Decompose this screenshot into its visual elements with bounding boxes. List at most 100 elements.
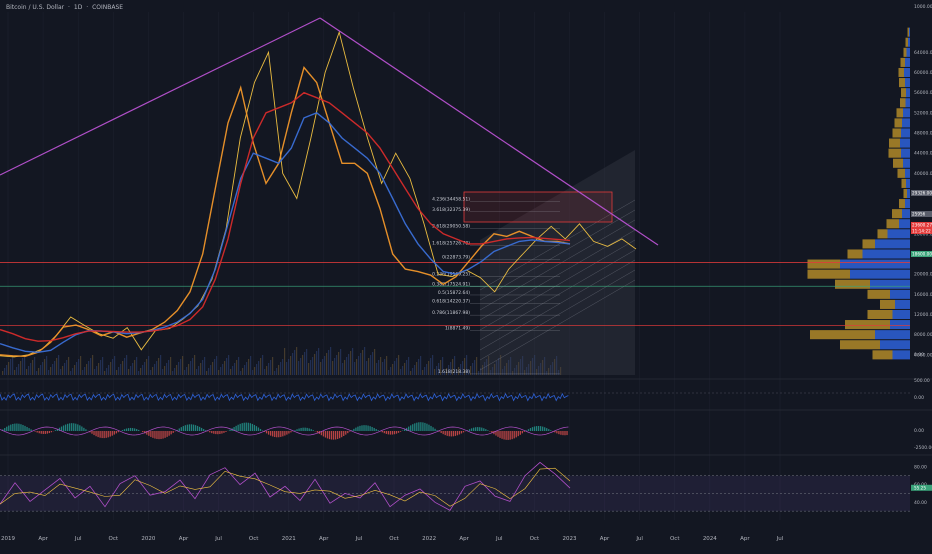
indicator-2-histogram-bar <box>108 431 109 437</box>
indicator-2-histogram-bar <box>386 431 387 434</box>
indicator-2-histogram-bar <box>548 429 549 431</box>
x-axis-tick-label: Oct <box>109 536 119 542</box>
volume-profile-bar-up <box>907 189 910 198</box>
exchange-label: COINBASE <box>92 4 123 11</box>
indicator-2-histogram-bar <box>104 431 105 438</box>
y-axis-tick-label: 0.00 <box>914 428 924 434</box>
volume-profile-bar-up <box>905 199 910 208</box>
volume-profile-bar-up <box>905 78 910 87</box>
indicator-2-histogram-bar <box>455 431 456 436</box>
volume-profile-bar-up <box>900 139 910 148</box>
volume-bar <box>380 357 381 375</box>
volume-bar <box>322 359 323 375</box>
volume-profile-bar-down <box>887 219 900 228</box>
indicator-2-histogram-bar <box>219 431 220 434</box>
indicator-2-histogram-bar <box>213 431 214 434</box>
volume-bar <box>14 370 15 375</box>
indicator-2-histogram-bar <box>426 424 427 431</box>
x-axis-tick-label: 2019 <box>1 536 15 542</box>
indicator-2-histogram-bar <box>122 430 123 431</box>
indicator-2-histogram-bar <box>556 431 557 433</box>
indicator-2-histogram-bar <box>534 426 535 431</box>
indicator-2-histogram-bar <box>284 431 285 436</box>
indicator-2-histogram-bar <box>286 431 287 435</box>
volume-bar <box>148 356 149 375</box>
indicator-2-histogram-bar <box>371 427 372 431</box>
interval-label[interactable]: 1D <box>74 4 82 11</box>
indicator-2-histogram-bar <box>483 428 484 431</box>
volume-bar <box>60 369 61 375</box>
indicator-2-histogram-bar <box>522 431 523 433</box>
indicator-2-histogram-bar <box>453 431 454 436</box>
volume-bar <box>412 368 413 375</box>
volume-bar <box>398 355 399 375</box>
volume-bar <box>222 364 223 375</box>
volume-bar <box>386 356 387 375</box>
volume-profile-bar-up <box>880 340 910 349</box>
volume-bar <box>348 354 349 375</box>
fib-level-label: 3.618(32375.39) <box>432 207 470 213</box>
indicator-2-histogram-bar <box>26 427 27 431</box>
x-axis-tick-label: Apr <box>319 536 329 542</box>
indicator-2-histogram-bar <box>394 431 395 434</box>
indicator-2-histogram-bar <box>459 431 460 434</box>
volume-bar <box>316 351 317 375</box>
indicator-2-histogram-bar <box>272 431 273 436</box>
volume-bar <box>12 356 13 375</box>
indicator-2-histogram-bar <box>215 431 216 434</box>
indicator-2-histogram-bar <box>150 431 151 437</box>
indicator-2-histogram-bar <box>355 428 356 431</box>
indicator-2-histogram-bar <box>341 431 342 437</box>
volume-bar <box>122 361 123 375</box>
price-tag-label: 29326.00 <box>912 191 932 196</box>
indicator-2-histogram-bar <box>311 429 312 431</box>
indicator-2-histogram-bar <box>345 431 346 435</box>
volume-profile-bar-down <box>895 118 903 127</box>
indicator-2-histogram-bar <box>516 431 517 437</box>
volume-bar <box>38 368 39 375</box>
fib-level-label: 0(22873.79) <box>442 255 470 261</box>
volume-profile-bar-up <box>905 169 910 178</box>
volume-bar <box>182 356 183 375</box>
indicator-2-histogram-bar <box>544 427 545 431</box>
volume-profile-bar-up <box>895 300 910 309</box>
indicator-2-histogram-bar <box>485 429 486 431</box>
indicator-2-histogram-bar <box>6 427 7 431</box>
indicator-2-histogram-bar <box>106 431 107 438</box>
volume-bar <box>234 363 235 375</box>
volume-profile-bar-down <box>889 149 902 158</box>
indicator-2-histogram-bar <box>412 424 413 431</box>
x-axis-tick-label: 2020 <box>141 536 155 542</box>
volume-bar <box>36 371 37 375</box>
indicator-2-histogram-bar <box>280 431 281 437</box>
volume-bar <box>18 364 19 375</box>
volume-profile-bar-down <box>899 78 905 87</box>
volume-profile-bar-down <box>904 48 907 57</box>
indicator-2-histogram-bar <box>290 431 291 432</box>
volume-bar <box>476 357 477 375</box>
indicator-2-histogram-bar <box>209 431 210 432</box>
indicator-2-histogram-bar <box>461 431 462 433</box>
volume-bar <box>474 360 475 375</box>
volume-bar <box>218 370 219 375</box>
indicator-2-histogram-bar <box>560 431 561 435</box>
volume-bar <box>190 361 191 375</box>
indicator-2-histogram-bar <box>95 431 96 436</box>
volume-bar <box>72 368 73 375</box>
volume-profile-bar-up <box>904 68 910 77</box>
indicator-2-histogram-bar <box>164 431 165 438</box>
volume-bar <box>330 347 331 375</box>
supply-zone-box <box>464 192 612 222</box>
indicator-2-histogram-bar <box>118 431 119 432</box>
volume-bar <box>84 367 85 375</box>
indicator-2-histogram-bar <box>503 431 504 439</box>
indicator-2-histogram-bar <box>248 423 249 431</box>
volume-bar <box>228 355 229 375</box>
volume-bar <box>246 362 247 375</box>
indicator-2-histogram-bar <box>524 431 525 432</box>
indicator-2-histogram-bar <box>173 431 174 433</box>
volume-profile-bar-up <box>905 58 910 67</box>
fib-level-label: 1.618(218.38) <box>438 369 470 375</box>
